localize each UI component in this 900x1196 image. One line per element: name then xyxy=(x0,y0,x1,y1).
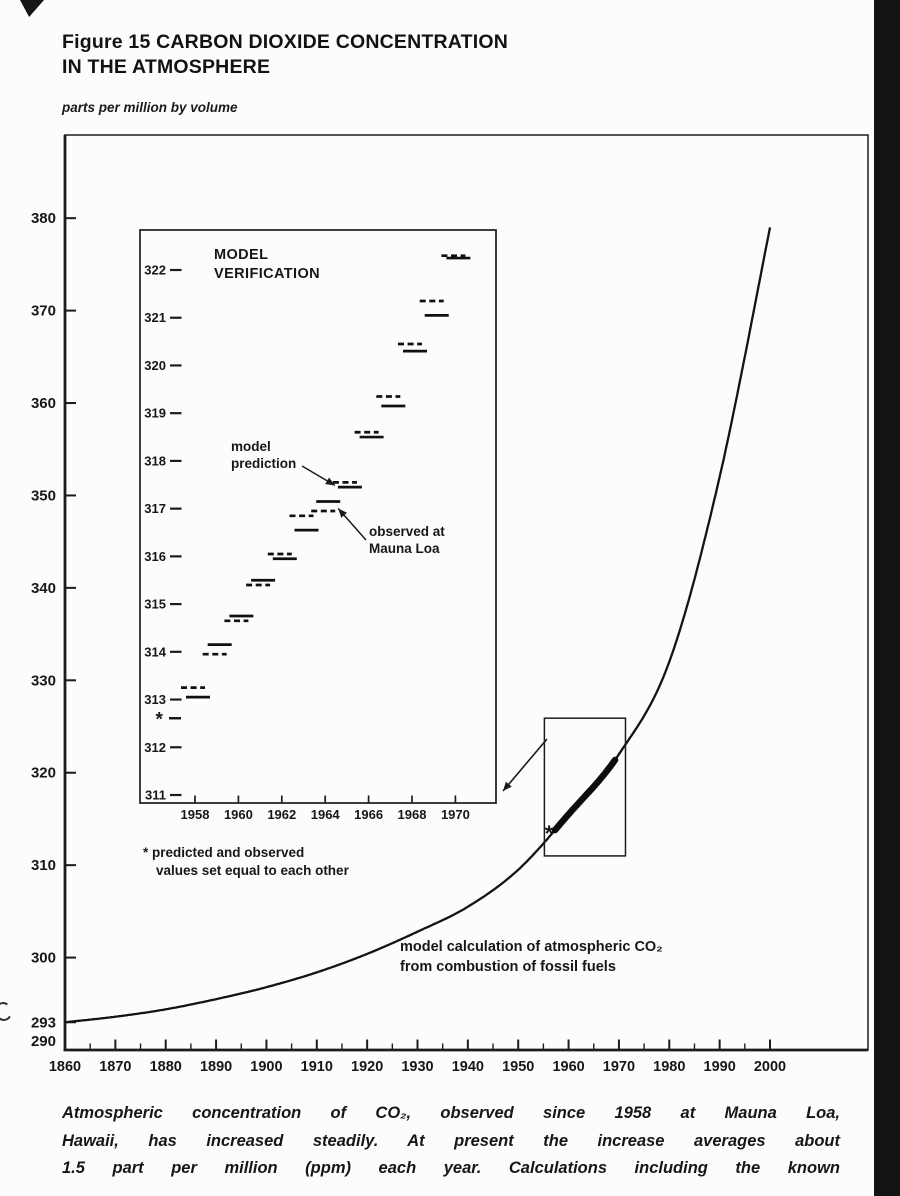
caption-line-2: Hawaii, has increased steadily. At prese… xyxy=(62,1131,840,1150)
figure-title-line1: Figure 15 CARBON DIOXIDE CONCENTRATION xyxy=(62,31,509,53)
svg-text:1962: 1962 xyxy=(267,807,296,822)
svg-text:350: 350 xyxy=(31,487,56,504)
main-y-axis: 380 370 360 350 340 330 320 310 300 293 290 xyxy=(31,210,76,1051)
svg-text:1970: 1970 xyxy=(603,1059,635,1075)
svg-text:1940: 1940 xyxy=(452,1059,484,1075)
caption-line-1: Atmospheric concentration of CO₂, observ… xyxy=(62,1104,840,1122)
svg-text:322: 322 xyxy=(144,263,166,278)
figure-title-line2: IN THE ATMOSPHERE xyxy=(62,56,271,78)
svg-text:1960: 1960 xyxy=(552,1059,584,1075)
svg-text:prediction: prediction xyxy=(231,456,296,471)
svg-text:1930: 1930 xyxy=(401,1059,433,1075)
svg-text:1990: 1990 xyxy=(704,1059,736,1075)
svg-text:model: model xyxy=(231,439,271,454)
svg-text:290: 290 xyxy=(31,1033,56,1050)
svg-text:1890: 1890 xyxy=(200,1059,232,1075)
svg-text:380: 380 xyxy=(31,210,56,227)
verification-segments xyxy=(181,254,471,699)
svg-text:311: 311 xyxy=(145,788,166,803)
figure-title: Figure 15 CARBON DIOXIDE CONCENTRATION I… xyxy=(62,30,508,80)
svg-text:313: 313 xyxy=(144,692,166,707)
caption-line-3: 1.5 part per million (ppm) each year. Ca… xyxy=(62,1159,840,1177)
y-axis-units-label: parts per million by volume xyxy=(62,100,238,115)
svg-text:1970: 1970 xyxy=(441,807,470,822)
svg-text:Mauna Loa: Mauna Loa xyxy=(369,541,440,556)
svg-text:1964: 1964 xyxy=(311,807,341,822)
svg-text:319: 319 xyxy=(144,406,166,421)
svg-text:*: * xyxy=(545,821,554,846)
svg-text:360: 360 xyxy=(31,395,56,412)
svg-text:1968: 1968 xyxy=(398,807,427,822)
svg-text:2000: 2000 xyxy=(754,1059,786,1075)
svg-text:318: 318 xyxy=(144,453,166,468)
svg-text:* predicted and observed: * predicted and observed xyxy=(143,845,304,860)
svg-text:1950: 1950 xyxy=(502,1059,534,1075)
svg-text:320: 320 xyxy=(144,358,166,373)
svg-text:300: 300 xyxy=(31,950,56,967)
main-chart: 380 370 360 350 340 330 320 310 300 293 290 1860 187… xyxy=(31,134,869,1075)
svg-text:317: 317 xyxy=(144,501,166,516)
svg-text:model calculation of atmospher: model calculation of atmospheric CO₂ xyxy=(400,939,663,955)
svg-text:1958: 1958 xyxy=(181,807,210,822)
svg-text:340: 340 xyxy=(31,580,56,597)
svg-text:values set equal to each other: values set equal to each other xyxy=(156,863,350,878)
svg-text:315: 315 xyxy=(144,597,166,612)
svg-text:from combustion of fossil fuel: from combustion of fossil fuels xyxy=(400,959,616,975)
main-x-axis: 1860 1870 1880 1890 1900 1910 1920 1930 1940 1950… xyxy=(49,1039,786,1075)
svg-text:312: 312 xyxy=(144,740,166,755)
svg-text:1966: 1966 xyxy=(354,807,383,822)
svg-text:1900: 1900 xyxy=(250,1059,282,1075)
svg-text:316: 316 xyxy=(144,549,166,564)
svg-text:1960: 1960 xyxy=(224,807,253,822)
svg-text:1860: 1860 xyxy=(49,1059,81,1075)
svg-text:370: 370 xyxy=(31,303,56,320)
inset-chart: MODEL VERIFICATION 322 321 320 319 318 317 316 31… xyxy=(139,229,497,878)
svg-text:observed at: observed at xyxy=(369,524,445,539)
svg-text:330: 330 xyxy=(31,672,56,689)
scan-edge-bar xyxy=(874,0,900,1196)
svg-text:1880: 1880 xyxy=(150,1059,182,1075)
svg-text:321: 321 xyxy=(144,310,166,325)
svg-text:320: 320 xyxy=(31,765,56,782)
svg-text:1980: 1980 xyxy=(653,1059,685,1075)
figure-caption: Atmospheric concentration of CO₂, observ… xyxy=(62,1100,840,1183)
svg-text:314: 314 xyxy=(144,644,166,659)
observed-thick-segment xyxy=(551,756,619,834)
model-curve xyxy=(64,227,772,1024)
svg-text:1920: 1920 xyxy=(351,1059,383,1075)
svg-text:VERIFICATION: VERIFICATION xyxy=(214,266,320,282)
svg-text:*: * xyxy=(155,709,163,730)
svg-text:293: 293 xyxy=(31,1014,56,1031)
zoom-box xyxy=(543,717,627,857)
svg-text:310: 310 xyxy=(31,857,56,874)
svg-text:1910: 1910 xyxy=(301,1059,333,1075)
svg-text:1870: 1870 xyxy=(99,1059,131,1075)
svg-text:MODEL: MODEL xyxy=(214,247,268,263)
inset-frame xyxy=(139,229,497,804)
